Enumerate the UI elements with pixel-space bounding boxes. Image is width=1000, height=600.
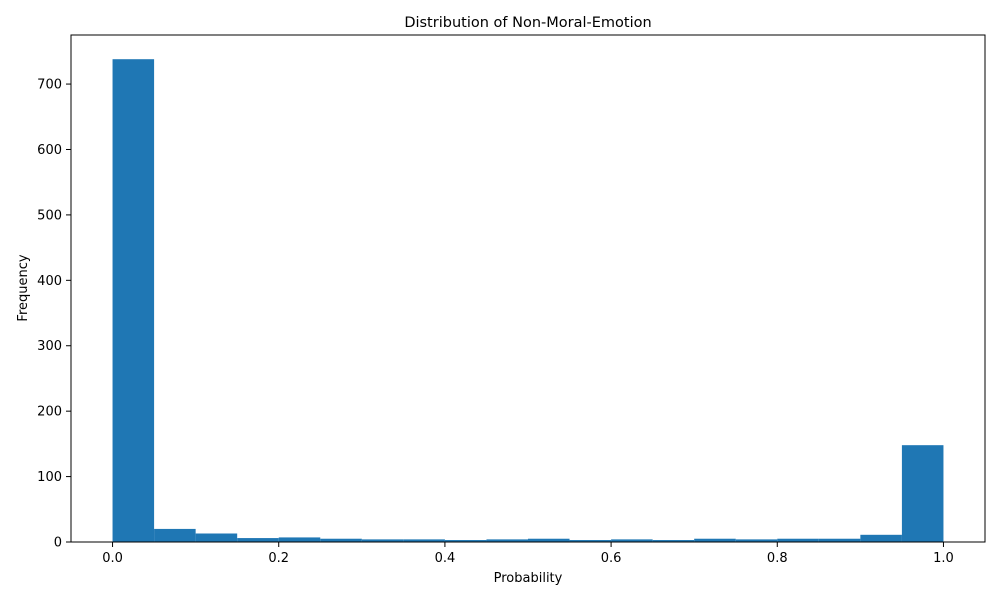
x-tick-label: 1.0 bbox=[933, 551, 954, 566]
histogram-bar bbox=[611, 539, 653, 542]
y-tick-label: 400 bbox=[37, 274, 62, 289]
histogram-bar bbox=[652, 540, 695, 542]
histogram-bar bbox=[818, 538, 861, 542]
y-tick-label: 0 bbox=[54, 536, 62, 551]
histogram-bar bbox=[195, 533, 238, 542]
histogram-bar bbox=[237, 538, 279, 542]
x-axis-ticks: 0.0 0.2 0.4 0.6 0.8 1.0 bbox=[102, 542, 954, 566]
y-axis-label: Frequency bbox=[16, 254, 31, 321]
histogram-bar bbox=[403, 539, 445, 542]
histogram-bar bbox=[154, 528, 196, 542]
x-tick-label: 0.8 bbox=[767, 551, 788, 566]
x-tick-label: 0.4 bbox=[435, 551, 456, 566]
y-tick-label: 500 bbox=[37, 208, 62, 223]
histogram-bar bbox=[361, 539, 404, 542]
histogram-bar bbox=[569, 540, 612, 542]
histogram-bar bbox=[444, 540, 487, 542]
histogram-bar bbox=[486, 539, 528, 542]
histogram-bar bbox=[278, 537, 321, 542]
y-tick-label: 600 bbox=[37, 143, 62, 158]
y-tick-label: 700 bbox=[37, 78, 62, 93]
histogram-bar bbox=[777, 538, 819, 542]
plot-frame bbox=[70, 34, 986, 543]
histogram-bar bbox=[901, 445, 944, 542]
chart-title: Distribution of Non-Moral-Emotion bbox=[404, 15, 651, 31]
histogram-bar bbox=[694, 538, 736, 542]
histogram-bar bbox=[112, 59, 155, 542]
bars-group bbox=[112, 59, 944, 542]
y-tick-label: 300 bbox=[37, 339, 62, 354]
y-tick-label: 200 bbox=[37, 405, 62, 420]
x-tick-label: 0.6 bbox=[601, 551, 622, 566]
histogram-bar bbox=[320, 538, 362, 542]
x-axis-label: Probability bbox=[494, 571, 563, 586]
histogram-bar bbox=[860, 534, 902, 542]
y-tick-label: 100 bbox=[37, 470, 62, 485]
histogram-bar bbox=[735, 539, 778, 542]
y-axis-ticks: 0 100 200 300 400 500 600 700 bbox=[37, 78, 71, 551]
x-tick-label: 0.2 bbox=[268, 551, 289, 566]
x-tick-label: 0.0 bbox=[102, 551, 123, 566]
histogram-bar bbox=[528, 538, 570, 542]
